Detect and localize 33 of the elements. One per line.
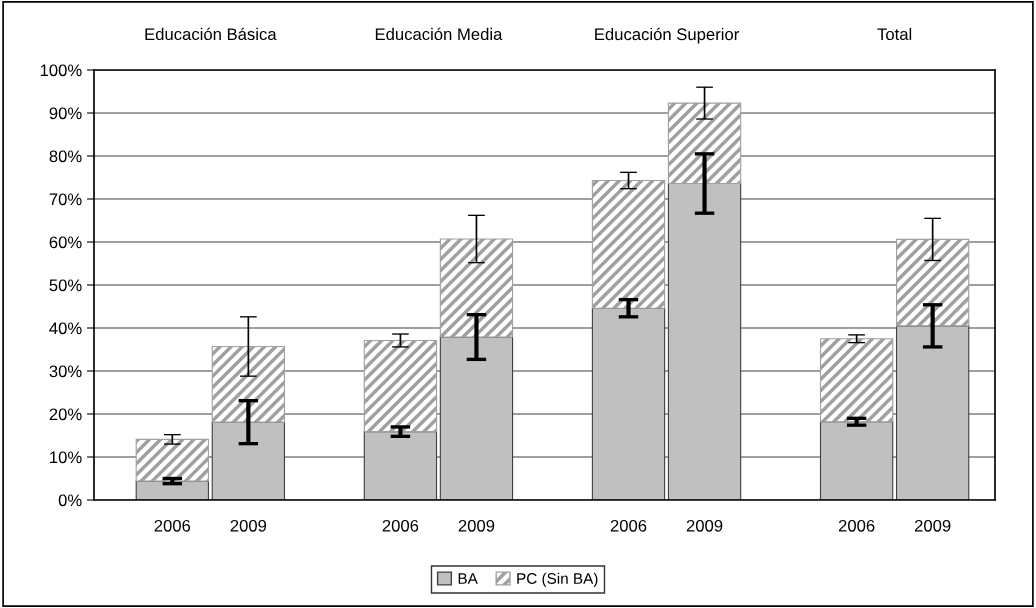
bar (363, 339, 438, 433)
y-tick-label: 90% (49, 107, 82, 120)
legend-label: PC (Sin BA) (517, 572, 598, 587)
text: Total (877, 27, 912, 41)
bar (819, 338, 894, 423)
bar (591, 179, 666, 309)
x-tick-label: 2009 (230, 519, 267, 532)
y-tick-label: 60% (49, 236, 82, 249)
y-tick-label: 0% (58, 494, 82, 507)
x-tick-label: 2006 (382, 519, 419, 532)
y-tick-label: 30% (49, 365, 82, 378)
text: Educación Superior (595, 27, 739, 44)
y-tick-label: 70% (49, 193, 82, 206)
y-tick-label: 100% (40, 64, 82, 77)
x-tick-label: 2009 (686, 519, 723, 532)
text: Educación Media (375, 27, 503, 41)
legend-label: BA (458, 573, 478, 584)
bar (211, 345, 286, 423)
x-tick-label: 2006 (610, 519, 647, 532)
bar (667, 102, 742, 185)
y-tick-label: 50% (49, 279, 82, 292)
bar (135, 438, 209, 482)
text: Educación Básica (145, 27, 277, 41)
y-tick-label: 20% (49, 408, 82, 421)
x-tick-label: 2006 (838, 519, 875, 532)
y-tick-label: 40% (49, 322, 82, 335)
bar (895, 238, 970, 327)
y-tick-label: 10% (50, 451, 82, 464)
x-tick-label: 2009 (914, 519, 951, 532)
x-tick-label: 2006 (154, 519, 191, 532)
x-tick-label: 2009 (458, 519, 495, 532)
y-tick-label: 80% (49, 150, 82, 163)
bar (439, 238, 514, 338)
